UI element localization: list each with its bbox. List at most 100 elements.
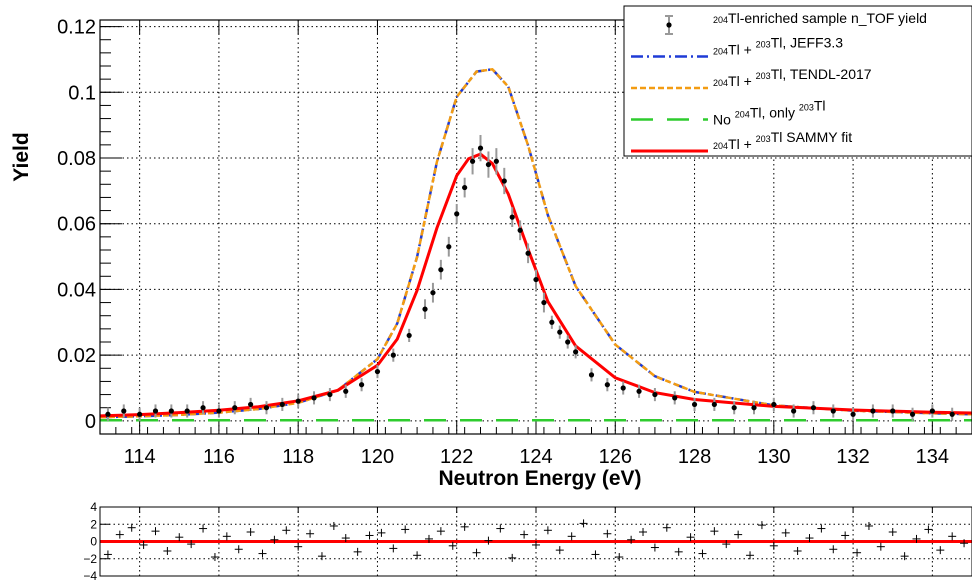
residual-point [591,550,600,559]
data-point [438,267,444,273]
data-point [711,401,717,408]
main-gridlines [100,20,972,434]
x-tick-label: 114 [124,446,156,468]
residual-y-tick-label: 2 [90,517,97,531]
x-tick-label: 116 [203,446,235,468]
x-tick-label: 120 [361,446,394,468]
residual-point [888,528,897,537]
residual-y-tick-label: −4 [83,569,97,581]
y-tick-label: 0.08 [57,148,96,170]
data-point [454,211,460,217]
residual-point [722,540,731,549]
residual-point [793,546,802,555]
residual-point [912,534,921,543]
main-plot-frame [99,19,972,435]
residual-point [960,539,969,548]
residual-point [757,521,766,530]
residual-point [532,540,540,549]
residual-point [686,533,695,542]
x-tick-label: 122 [440,446,473,468]
data-point [462,184,468,191]
data-point [105,411,111,417]
residual-point [864,521,873,530]
y-tick-label: 0.02 [57,345,96,367]
residual-point [484,536,493,545]
data-point [731,405,737,411]
residual-point [615,553,624,562]
residual-point [734,530,743,539]
residual-point [936,546,945,555]
residual-point [520,530,529,539]
data-point [620,385,626,391]
data-point [200,405,206,411]
data-point [485,161,492,168]
data-point [573,349,579,355]
residual-point [175,533,184,542]
data-point [672,395,678,401]
residual-point [282,526,291,535]
residual-point [401,525,410,534]
data-point [121,408,127,414]
y-tick-label: 0.04 [57,279,96,301]
residual-point [710,527,719,536]
data-point [850,411,856,417]
residual-point [853,548,862,557]
residual-point [781,528,790,537]
data-point [541,299,547,306]
data-point [549,319,555,325]
residual-point [222,532,231,541]
data-point [430,290,436,296]
x-axis-title: Neutron Energy (eV) [438,467,641,490]
x-tick-label: 132 [836,446,869,468]
data-point [406,332,412,339]
data-point [152,408,159,414]
residual-point [841,531,850,540]
residual-series-layer [100,519,972,562]
data-point [636,388,642,394]
data-point [557,329,563,335]
residual-point [472,548,481,557]
y-tick-label: 0 [85,411,96,433]
data-point [374,368,381,375]
data-point [343,388,349,394]
residual-point [341,534,350,543]
residual-point [317,552,326,561]
residual-point [627,535,636,544]
data-point [477,145,484,151]
residual-plot-frame [99,506,972,577]
legend-entry-label: 204Tl + 203Tl SAMMY fit [713,129,852,152]
data-point [390,352,396,358]
main-series-clip [100,67,972,422]
data-point [327,391,333,398]
residual-point [234,545,243,554]
legend-entry-label: No 204Tl, only 203Tl [713,98,826,128]
data-point [890,408,896,414]
residual-point [817,524,826,533]
residual-point [567,532,576,541]
residual-point [258,549,267,558]
residual-point [413,551,422,560]
data-point [949,411,955,417]
data-point [248,401,254,408]
data-point [810,405,817,411]
data-point [791,408,797,414]
data-point [295,398,301,404]
residual-point [294,542,303,551]
data-point [263,405,270,411]
data-point [493,158,499,164]
x-tick-label: 124 [519,446,552,468]
main-tick-labels: 114 116 118 120 122 124 126 128 130 132 134 0 0.02 0.… [57,17,949,468]
residual-point [270,535,279,544]
residual-point [389,544,398,553]
data-point [830,408,836,414]
data-point [446,244,452,250]
series-line-2 [100,67,972,419]
residual-point [900,552,909,561]
x-tick-label: 130 [757,446,790,468]
residual-tick-labels: 4 2 0 −2 −4 [83,500,97,581]
residual-point [306,529,315,538]
data-point [184,408,190,414]
residual-point [579,519,588,528]
residual-point [210,553,219,562]
